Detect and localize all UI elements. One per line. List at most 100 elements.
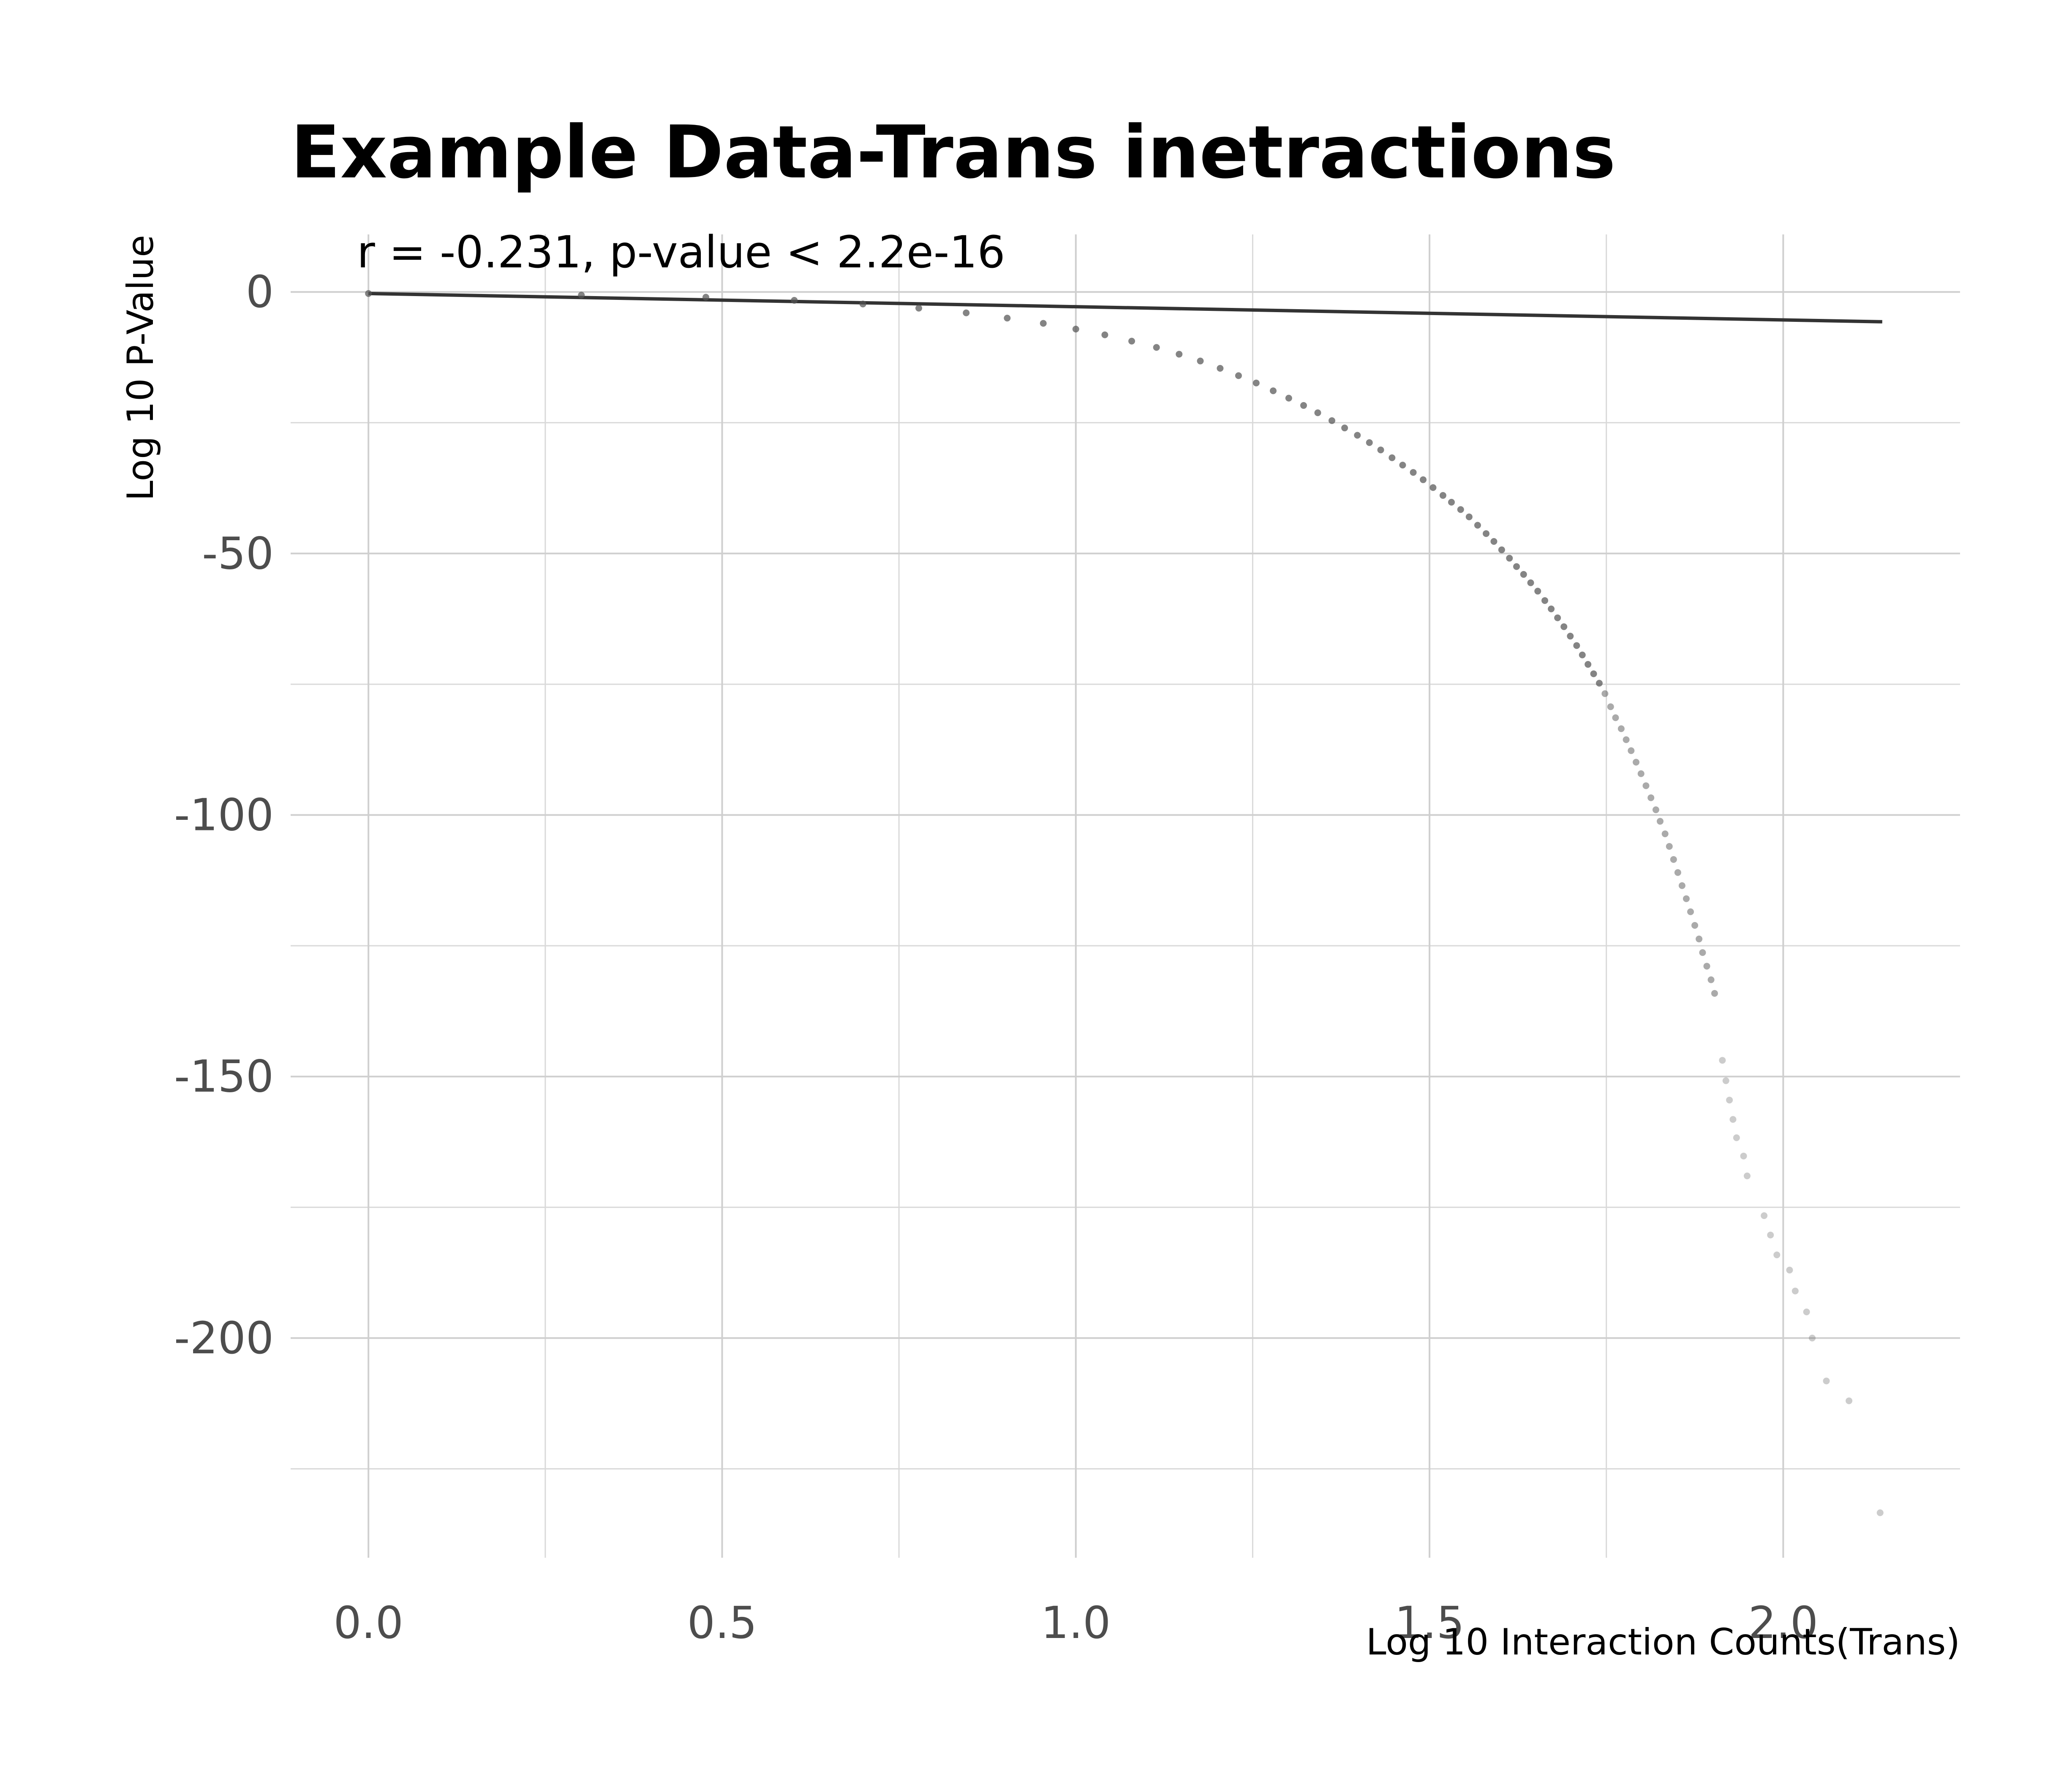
data-point [1670, 856, 1677, 863]
data-point [1513, 563, 1520, 570]
regression-line [368, 291, 1882, 324]
data-point [1072, 326, 1079, 333]
data-point [1876, 1509, 1884, 1516]
data-point [1691, 922, 1699, 929]
data-point [1792, 1287, 1799, 1295]
data-point [1328, 417, 1335, 424]
data-point [1520, 571, 1527, 578]
data-point [1490, 538, 1498, 545]
data-point [1429, 484, 1437, 491]
data-point [791, 297, 798, 304]
data-point [1534, 588, 1541, 595]
data-point [1637, 770, 1645, 777]
data-point [1439, 492, 1446, 499]
data-point [1656, 818, 1664, 825]
data-point [1687, 908, 1694, 915]
data-point [1703, 963, 1710, 970]
data-point [1707, 976, 1715, 983]
data-point [1457, 506, 1464, 513]
data-point [1696, 936, 1703, 943]
data-point [1269, 387, 1277, 395]
chart-title: Example Data-Trans inetractions [291, 110, 1616, 195]
data-point [1341, 424, 1348, 432]
data-point [1176, 351, 1183, 358]
data-point [1711, 990, 1718, 997]
data-point [1366, 439, 1373, 446]
data-point [1743, 1173, 1751, 1180]
y-tick-label: 0 [246, 266, 274, 318]
data-point [1314, 409, 1321, 416]
data-point [1803, 1308, 1810, 1315]
y-axis-label: Log 10 P-Value [120, 235, 162, 501]
data-point [1448, 499, 1455, 506]
data-point [859, 300, 866, 307]
data-point [1607, 703, 1614, 710]
y-tick-label: -100 [174, 789, 274, 841]
data-point [1419, 476, 1427, 483]
x-tick-label: 0.5 [687, 1597, 757, 1649]
regression-line-layer [368, 291, 1882, 324]
data-point [1252, 379, 1260, 386]
data-point [1733, 1134, 1740, 1141]
data-point [1128, 337, 1135, 345]
x-tick-label: 1.0 [1041, 1597, 1111, 1649]
data-point [1560, 623, 1568, 630]
data-point [1683, 895, 1690, 902]
data-point [1585, 661, 1592, 668]
data-point [702, 294, 709, 301]
data-point [1527, 579, 1534, 586]
data-point [1498, 546, 1505, 553]
data-point [1285, 395, 1292, 402]
data-point [1101, 331, 1108, 338]
data-point [1786, 1266, 1793, 1273]
data-point [1483, 530, 1490, 537]
y-tick-label: -200 [174, 1312, 274, 1364]
data-point [1377, 446, 1384, 454]
data-point [1590, 670, 1597, 677]
data-point [1722, 1077, 1729, 1084]
data-point [963, 309, 970, 316]
data-point [1699, 949, 1706, 956]
data-point [1410, 469, 1417, 476]
data-point [1040, 320, 1047, 327]
y-tick-label: -50 [202, 528, 274, 579]
data-point [1354, 432, 1361, 439]
data-point [1761, 1212, 1768, 1219]
data-point [1767, 1231, 1774, 1238]
data-point [1567, 633, 1574, 640]
data-point [1719, 1057, 1726, 1064]
data-point [1823, 1377, 1830, 1385]
data-point [1474, 522, 1481, 529]
data-point [1541, 597, 1549, 604]
x-tick-label: 1.5 [1394, 1597, 1464, 1649]
data-point [1666, 843, 1673, 850]
data-point [1642, 782, 1650, 789]
data-point [1554, 614, 1561, 621]
data-point [1623, 736, 1630, 743]
data-point [1809, 1334, 1816, 1341]
x-tick-label: 0.0 [334, 1597, 403, 1649]
data-point [1661, 830, 1669, 838]
data-point [1729, 1116, 1737, 1123]
data-point [1601, 690, 1609, 697]
data-point [1674, 869, 1681, 876]
data-point [1548, 605, 1555, 612]
data-point [1612, 714, 1619, 721]
x-tick-label: 2.0 [1748, 1597, 1818, 1649]
data-point [1596, 680, 1603, 687]
data-point [1773, 1252, 1781, 1259]
data-point [1633, 759, 1640, 766]
data-point [365, 290, 372, 297]
data-point [1726, 1097, 1733, 1104]
data-point [1217, 365, 1224, 372]
data-point [1465, 513, 1473, 520]
data-point [1846, 1397, 1853, 1404]
correlation-annotation: r = -0.231, p-value < 2.2e-16 [357, 226, 1005, 278]
data-point [1579, 651, 1586, 658]
y-tick-label: -150 [174, 1051, 274, 1102]
data-point [1628, 747, 1635, 754]
data-point [1300, 402, 1307, 409]
data-point [1197, 357, 1204, 365]
x-axis-label: Log 10 Interaction Counts(Trans) [1366, 1621, 1960, 1663]
